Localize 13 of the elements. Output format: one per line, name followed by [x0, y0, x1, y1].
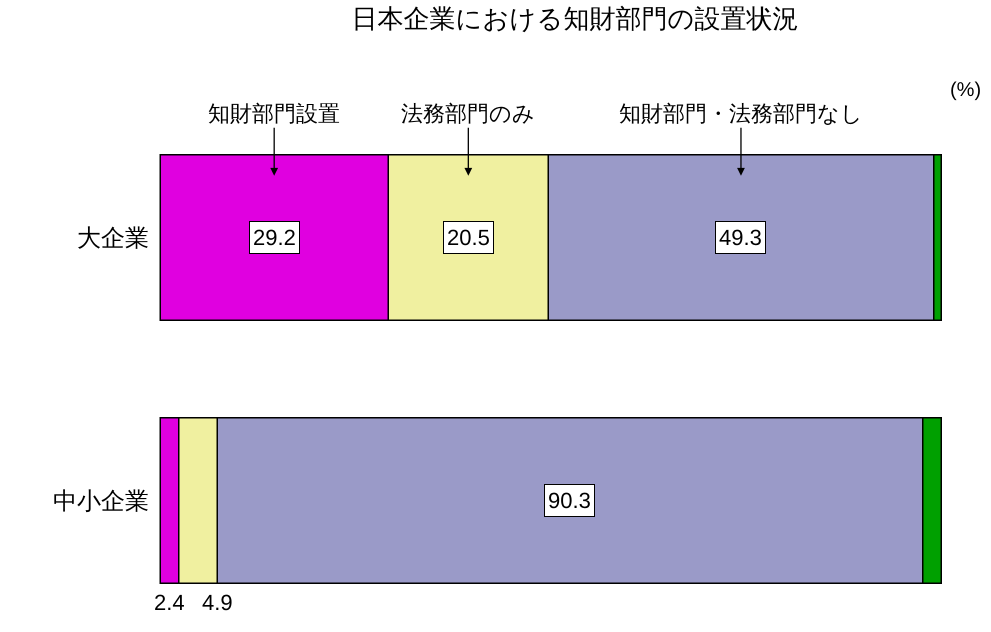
- data-label: 20.5: [447, 225, 490, 250]
- data-label: 90.3: [548, 488, 591, 513]
- data-label: 4.9: [202, 590, 233, 615]
- y-tick-label: 中小企業: [53, 488, 149, 515]
- series-label: 知財部門・法務部門なし: [619, 101, 863, 126]
- series-label: 知財部門設置: [208, 101, 340, 126]
- data-label: 29.2: [253, 225, 296, 250]
- series-label: 法務部門のみ: [401, 101, 535, 126]
- data-label: 2.4: [154, 590, 185, 615]
- text: (%): [950, 79, 982, 101]
- y-tick-label: 大企業: [77, 224, 149, 252]
- data-label: 49.3: [719, 225, 762, 250]
- chart-title: 日本企業における知財部門の設置状況: [351, 4, 798, 34]
